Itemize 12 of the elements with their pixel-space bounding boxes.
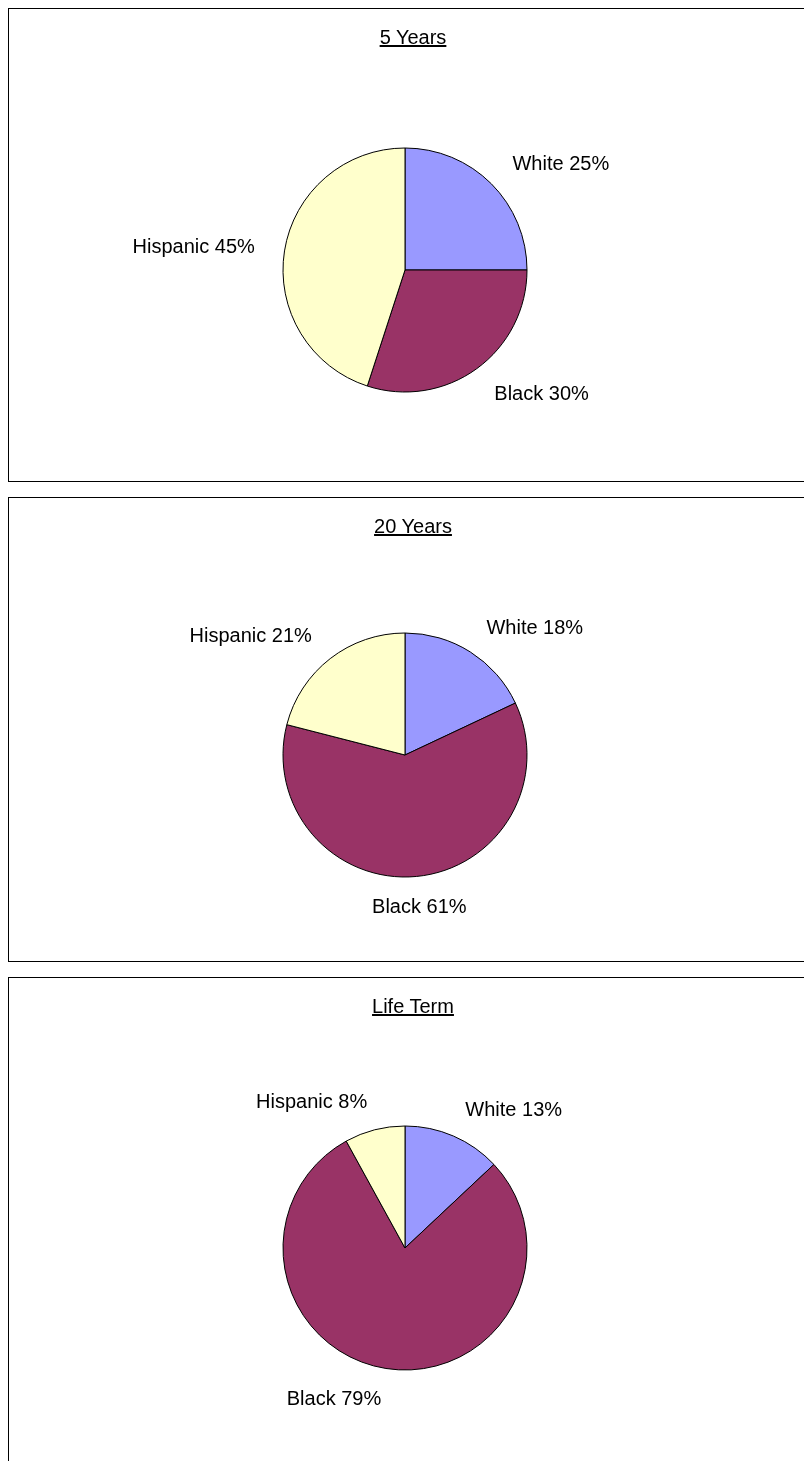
slice-label: White 18% [486,615,584,638]
slice-label: Hispanic 45% [132,235,256,258]
slice-label: Hispanic 21% [189,623,313,646]
slice-label: White 25% [512,151,610,174]
slice-label: Black 79% [286,1387,382,1410]
chart-title: 5 Years [379,26,447,48]
chart-title: 20 Years [374,515,452,537]
slice-label: Black 61% [372,895,467,918]
chart-title: Life Term [372,995,454,1017]
slice-label: Black 30% [494,381,590,404]
slice-label: Hispanic 8% [256,1089,368,1112]
slice-label: White 13% [465,1097,563,1120]
